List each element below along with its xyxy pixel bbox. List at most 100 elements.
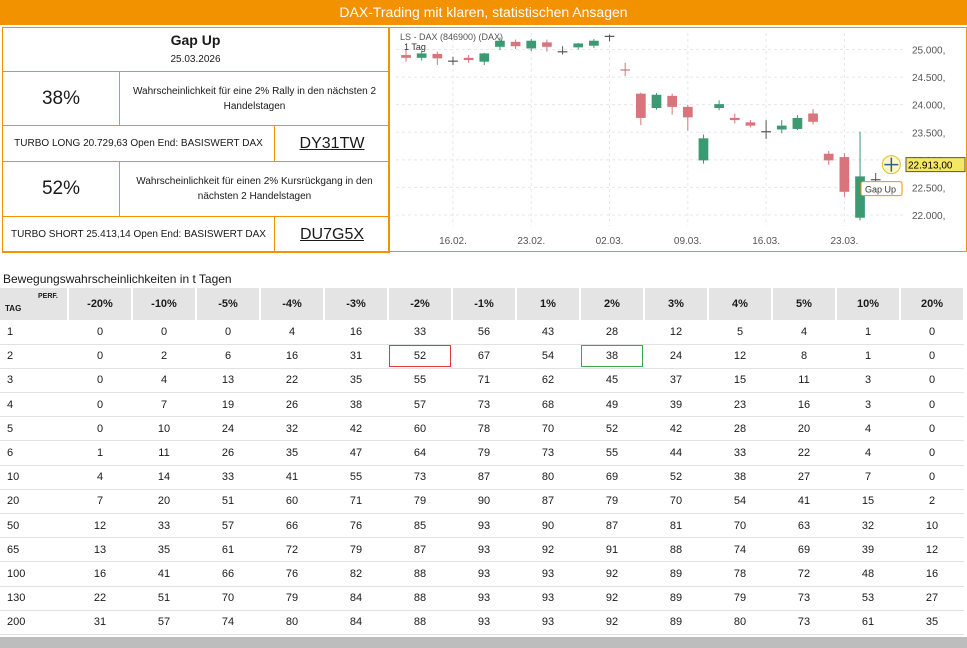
candle-body xyxy=(823,153,834,161)
table-cell: 35 xyxy=(132,537,196,563)
table-cell: 87 xyxy=(388,537,452,563)
table-cell: 1 xyxy=(68,440,132,466)
table-cell: 90 xyxy=(516,513,580,539)
table-row: 6 1 11 26 35 47 64 79 73 55 44 33 22 4 0 xyxy=(0,440,964,466)
x-tick-label: 23.03. xyxy=(830,236,858,247)
table-row: 10 4 14 33 41 55 73 87 80 69 52 38 27 7 0 xyxy=(0,465,964,490)
table-row: 130 22 51 70 79 84 88 93 93 92 89 79 73 53 27 xyxy=(0,586,964,611)
table-cell: 60 xyxy=(388,416,452,442)
table-cell: 93 xyxy=(516,610,580,635)
row-tag: 130 xyxy=(0,586,68,611)
x-tick-label: 09.03. xyxy=(674,236,702,247)
table-cell: 7 xyxy=(132,392,196,418)
table-row: 200 31 57 74 80 84 88 93 93 92 89 80 73 61 35 xyxy=(0,610,964,635)
table-cell: 4 xyxy=(68,465,132,490)
candle-body xyxy=(510,41,521,47)
table-cell: 3 xyxy=(836,392,900,418)
row-tag: 100 xyxy=(0,561,68,587)
row-tag: 200 xyxy=(0,610,68,635)
candle-body xyxy=(776,125,787,130)
table-cell: 27 xyxy=(772,465,836,490)
table-row: 100 16 41 66 76 82 88 93 93 92 89 78 72 48 16 xyxy=(0,561,964,587)
table-cell: 93 xyxy=(516,586,580,611)
table-cell: 38 xyxy=(324,392,388,418)
table-cell: 43 xyxy=(516,320,580,345)
table-cell: 4 xyxy=(772,320,836,345)
table-cell: 7 xyxy=(68,489,132,515)
table-cell: 55 xyxy=(324,465,388,490)
table-cell: 93 xyxy=(516,561,580,587)
bottom-scrollbar[interactable] xyxy=(0,637,967,648)
table-cell: 0 xyxy=(68,344,132,369)
table-cell: 12 xyxy=(708,344,772,369)
table-cell: 22 xyxy=(772,440,836,466)
long-product-code-link[interactable]: DY31TW xyxy=(274,125,390,162)
table-cell: 52 xyxy=(388,344,452,369)
table-cell: 79 xyxy=(260,586,324,611)
short-product: TURBO SHORT 25.413,14 Open End: BASISWER… xyxy=(2,216,275,253)
dax-candlestick-chart[interactable]: 25.000,24.500,24.000,23.500,23.000,22.50… xyxy=(389,27,967,252)
table-cell: 73 xyxy=(452,392,516,418)
table-cell: 1 xyxy=(836,344,900,369)
table-cell: 0 xyxy=(900,320,964,345)
table-row: 4 0 7 19 26 38 57 73 68 49 39 23 16 3 0 xyxy=(0,392,964,418)
row-tag: 10 xyxy=(0,465,68,490)
table-cell: 64 xyxy=(388,440,452,466)
table-cell: 12 xyxy=(644,320,708,345)
long-description: Wahrscheinlichkeit für eine 2% Rally in … xyxy=(119,71,390,126)
candle-body xyxy=(745,122,756,126)
table-cell: 79 xyxy=(452,440,516,466)
short-product-code-link[interactable]: DU7G5X xyxy=(274,216,390,253)
table-cell: 28 xyxy=(708,416,772,442)
y-tick-label: 24.000, xyxy=(912,101,945,112)
table-cell: 48 xyxy=(836,561,900,587)
candle-body xyxy=(870,179,881,181)
table-row: 3 0 4 13 22 35 55 71 62 45 37 15 11 3 0 xyxy=(0,368,964,394)
table-cell: 26 xyxy=(260,392,324,418)
table-cell: 22 xyxy=(68,586,132,611)
table-cell: 79 xyxy=(388,489,452,515)
candle-body xyxy=(808,113,818,122)
table-cell: 22 xyxy=(260,368,324,394)
table-cell: 88 xyxy=(388,561,452,587)
table-cell: 52 xyxy=(644,465,708,490)
table-cell: 88 xyxy=(388,586,452,611)
table-cell: 87 xyxy=(516,489,580,515)
candle-body xyxy=(792,117,803,129)
table-cell: 12 xyxy=(900,537,964,563)
section-title: Bewegungswahrscheinlichkeiten in t Tagen xyxy=(3,272,232,286)
table-cell: 73 xyxy=(772,586,836,611)
table-cell: 11 xyxy=(132,440,196,466)
row-tag: 4 xyxy=(0,392,68,418)
candle-body xyxy=(542,42,552,47)
candle-body xyxy=(729,117,740,121)
table-cell: 51 xyxy=(196,489,260,515)
column-header: -4% xyxy=(260,288,325,320)
table-cell: 24 xyxy=(644,344,708,369)
gap-up-annotation: Gap Up xyxy=(865,185,896,195)
candle-body xyxy=(667,95,678,107)
table-cell: 79 xyxy=(324,537,388,563)
table-cell: 82 xyxy=(324,561,388,587)
table-cell: 73 xyxy=(516,440,580,466)
table-cell: 0 xyxy=(68,392,132,418)
candle-body xyxy=(635,93,646,118)
column-header: -20% xyxy=(68,288,133,320)
table-cell: 93 xyxy=(452,513,516,539)
table-cell: 38 xyxy=(708,465,772,490)
table-cell: 41 xyxy=(772,489,836,515)
candle-body xyxy=(463,57,474,61)
table-cell: 0 xyxy=(900,416,964,442)
table-cell: 87 xyxy=(452,465,516,490)
table-cell: 39 xyxy=(836,537,900,563)
table-cell: 14 xyxy=(132,465,196,490)
candle-body xyxy=(698,138,709,161)
table-cell: 42 xyxy=(324,416,388,442)
row-tag: 2 xyxy=(0,344,68,369)
table-cell: 87 xyxy=(580,513,644,539)
last-price-tag xyxy=(905,157,966,173)
table-cell: 35 xyxy=(260,440,324,466)
table-cell: 27 xyxy=(900,586,964,611)
x-tick-label: 02.03. xyxy=(596,236,624,247)
probability-table: TAG PERF. -20% -10% -5% -4% -3% -2% -1% 1% 2% 3% 4… xyxy=(0,288,965,635)
